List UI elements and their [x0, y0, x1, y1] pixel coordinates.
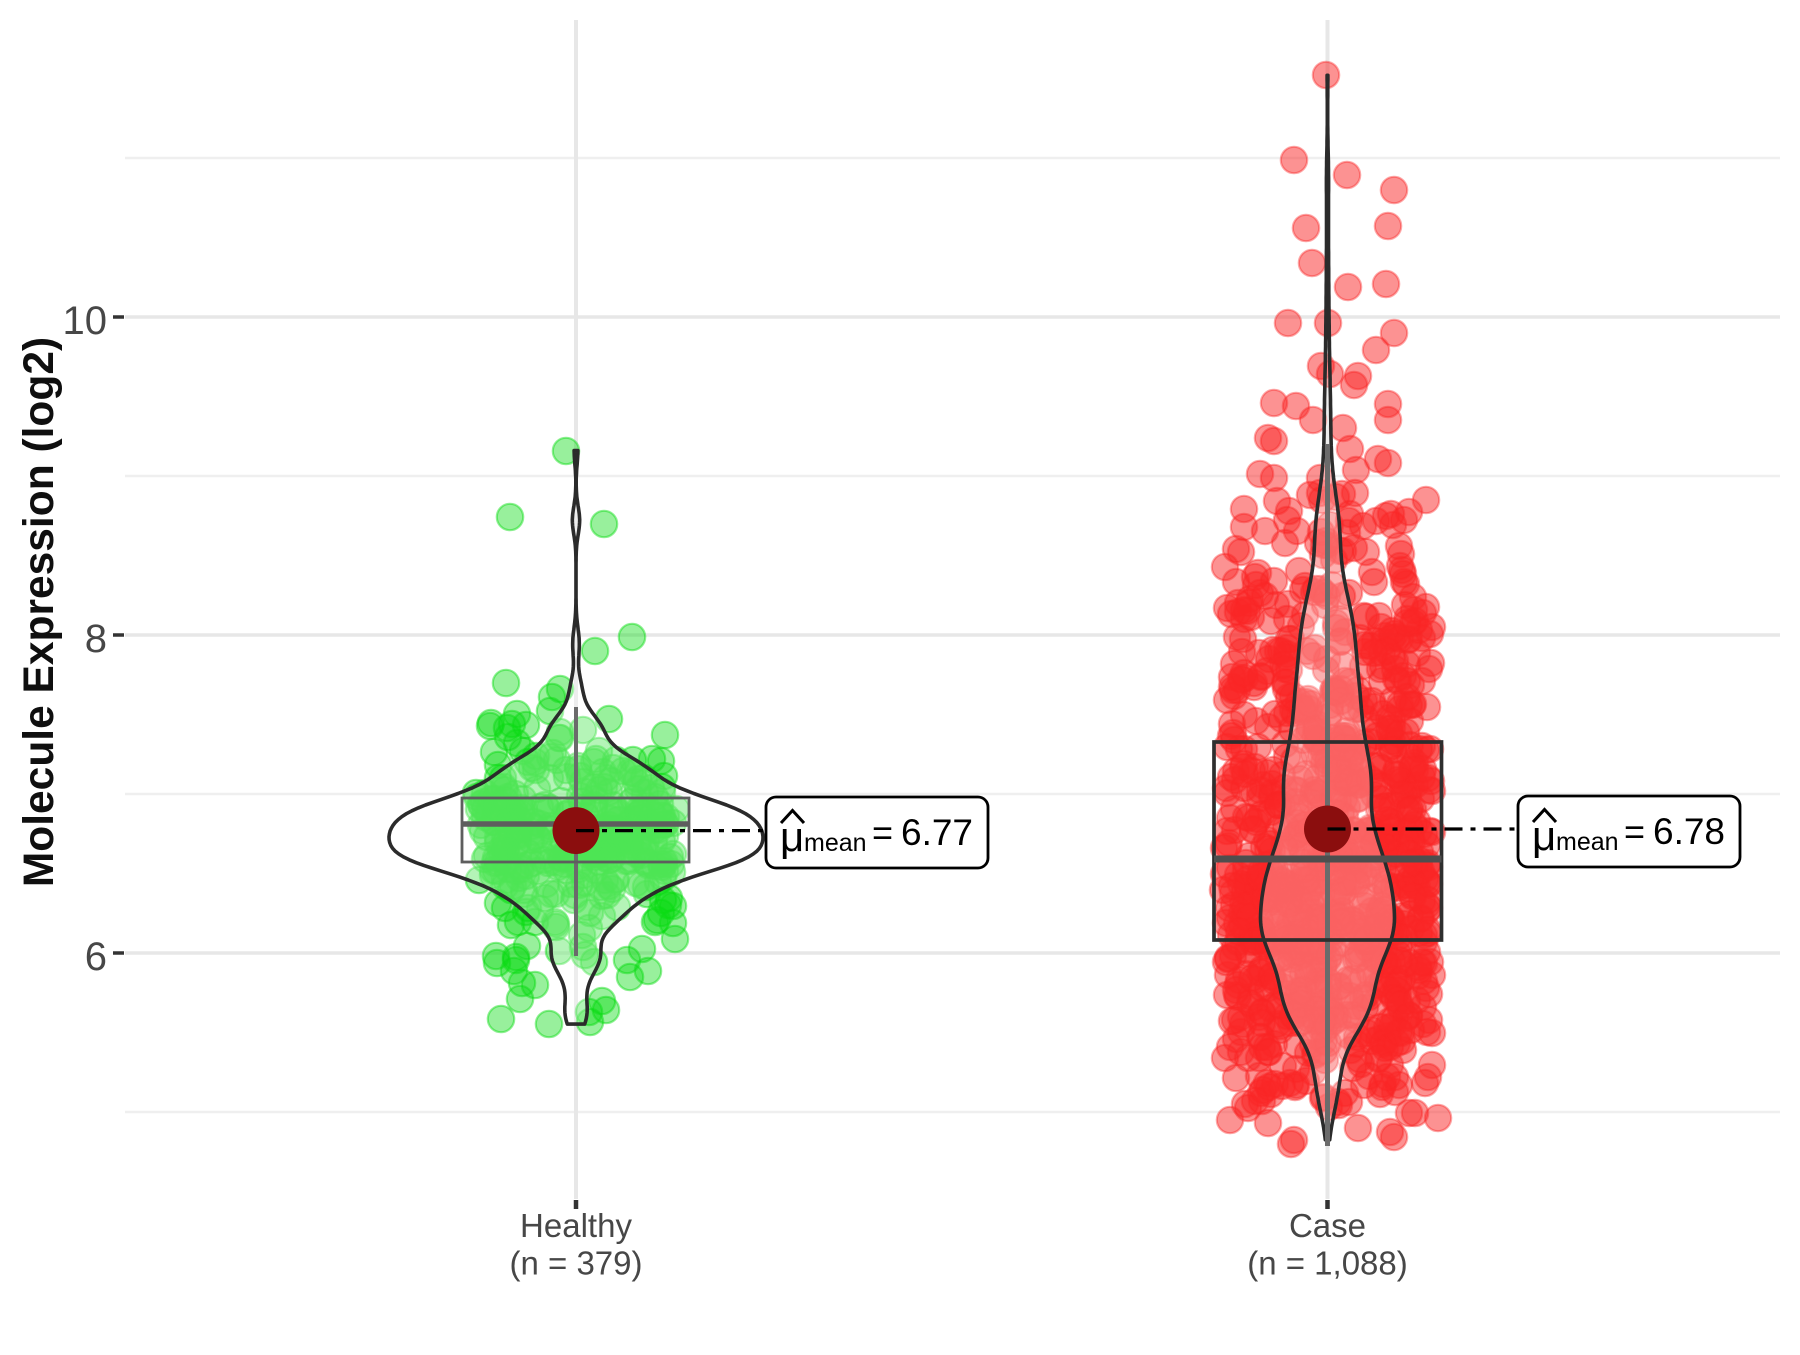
svg-text:μ: μ — [780, 813, 804, 860]
svg-text:8: 8 — [85, 617, 107, 661]
svg-text:Molecule Expression (log2): Molecule Expression (log2) — [16, 337, 63, 887]
svg-text:mean: mean — [1556, 828, 1619, 856]
svg-text:(n = 379): (n = 379) — [510, 1245, 643, 1282]
svg-text:=: = — [872, 812, 893, 853]
svg-text:10: 10 — [63, 299, 108, 343]
svg-text:μ: μ — [1532, 812, 1556, 859]
svg-text:Case: Case — [1289, 1207, 1366, 1244]
svg-text:6.78: 6.78 — [1653, 811, 1725, 852]
svg-text:Healthy: Healthy — [520, 1207, 632, 1244]
svg-text:=: = — [1624, 811, 1645, 852]
svg-text:6: 6 — [85, 935, 107, 979]
svg-text:6.77: 6.77 — [901, 812, 973, 853]
svg-text:mean: mean — [804, 829, 867, 857]
svg-text:(n = 1,088): (n = 1,088) — [1247, 1245, 1408, 1282]
